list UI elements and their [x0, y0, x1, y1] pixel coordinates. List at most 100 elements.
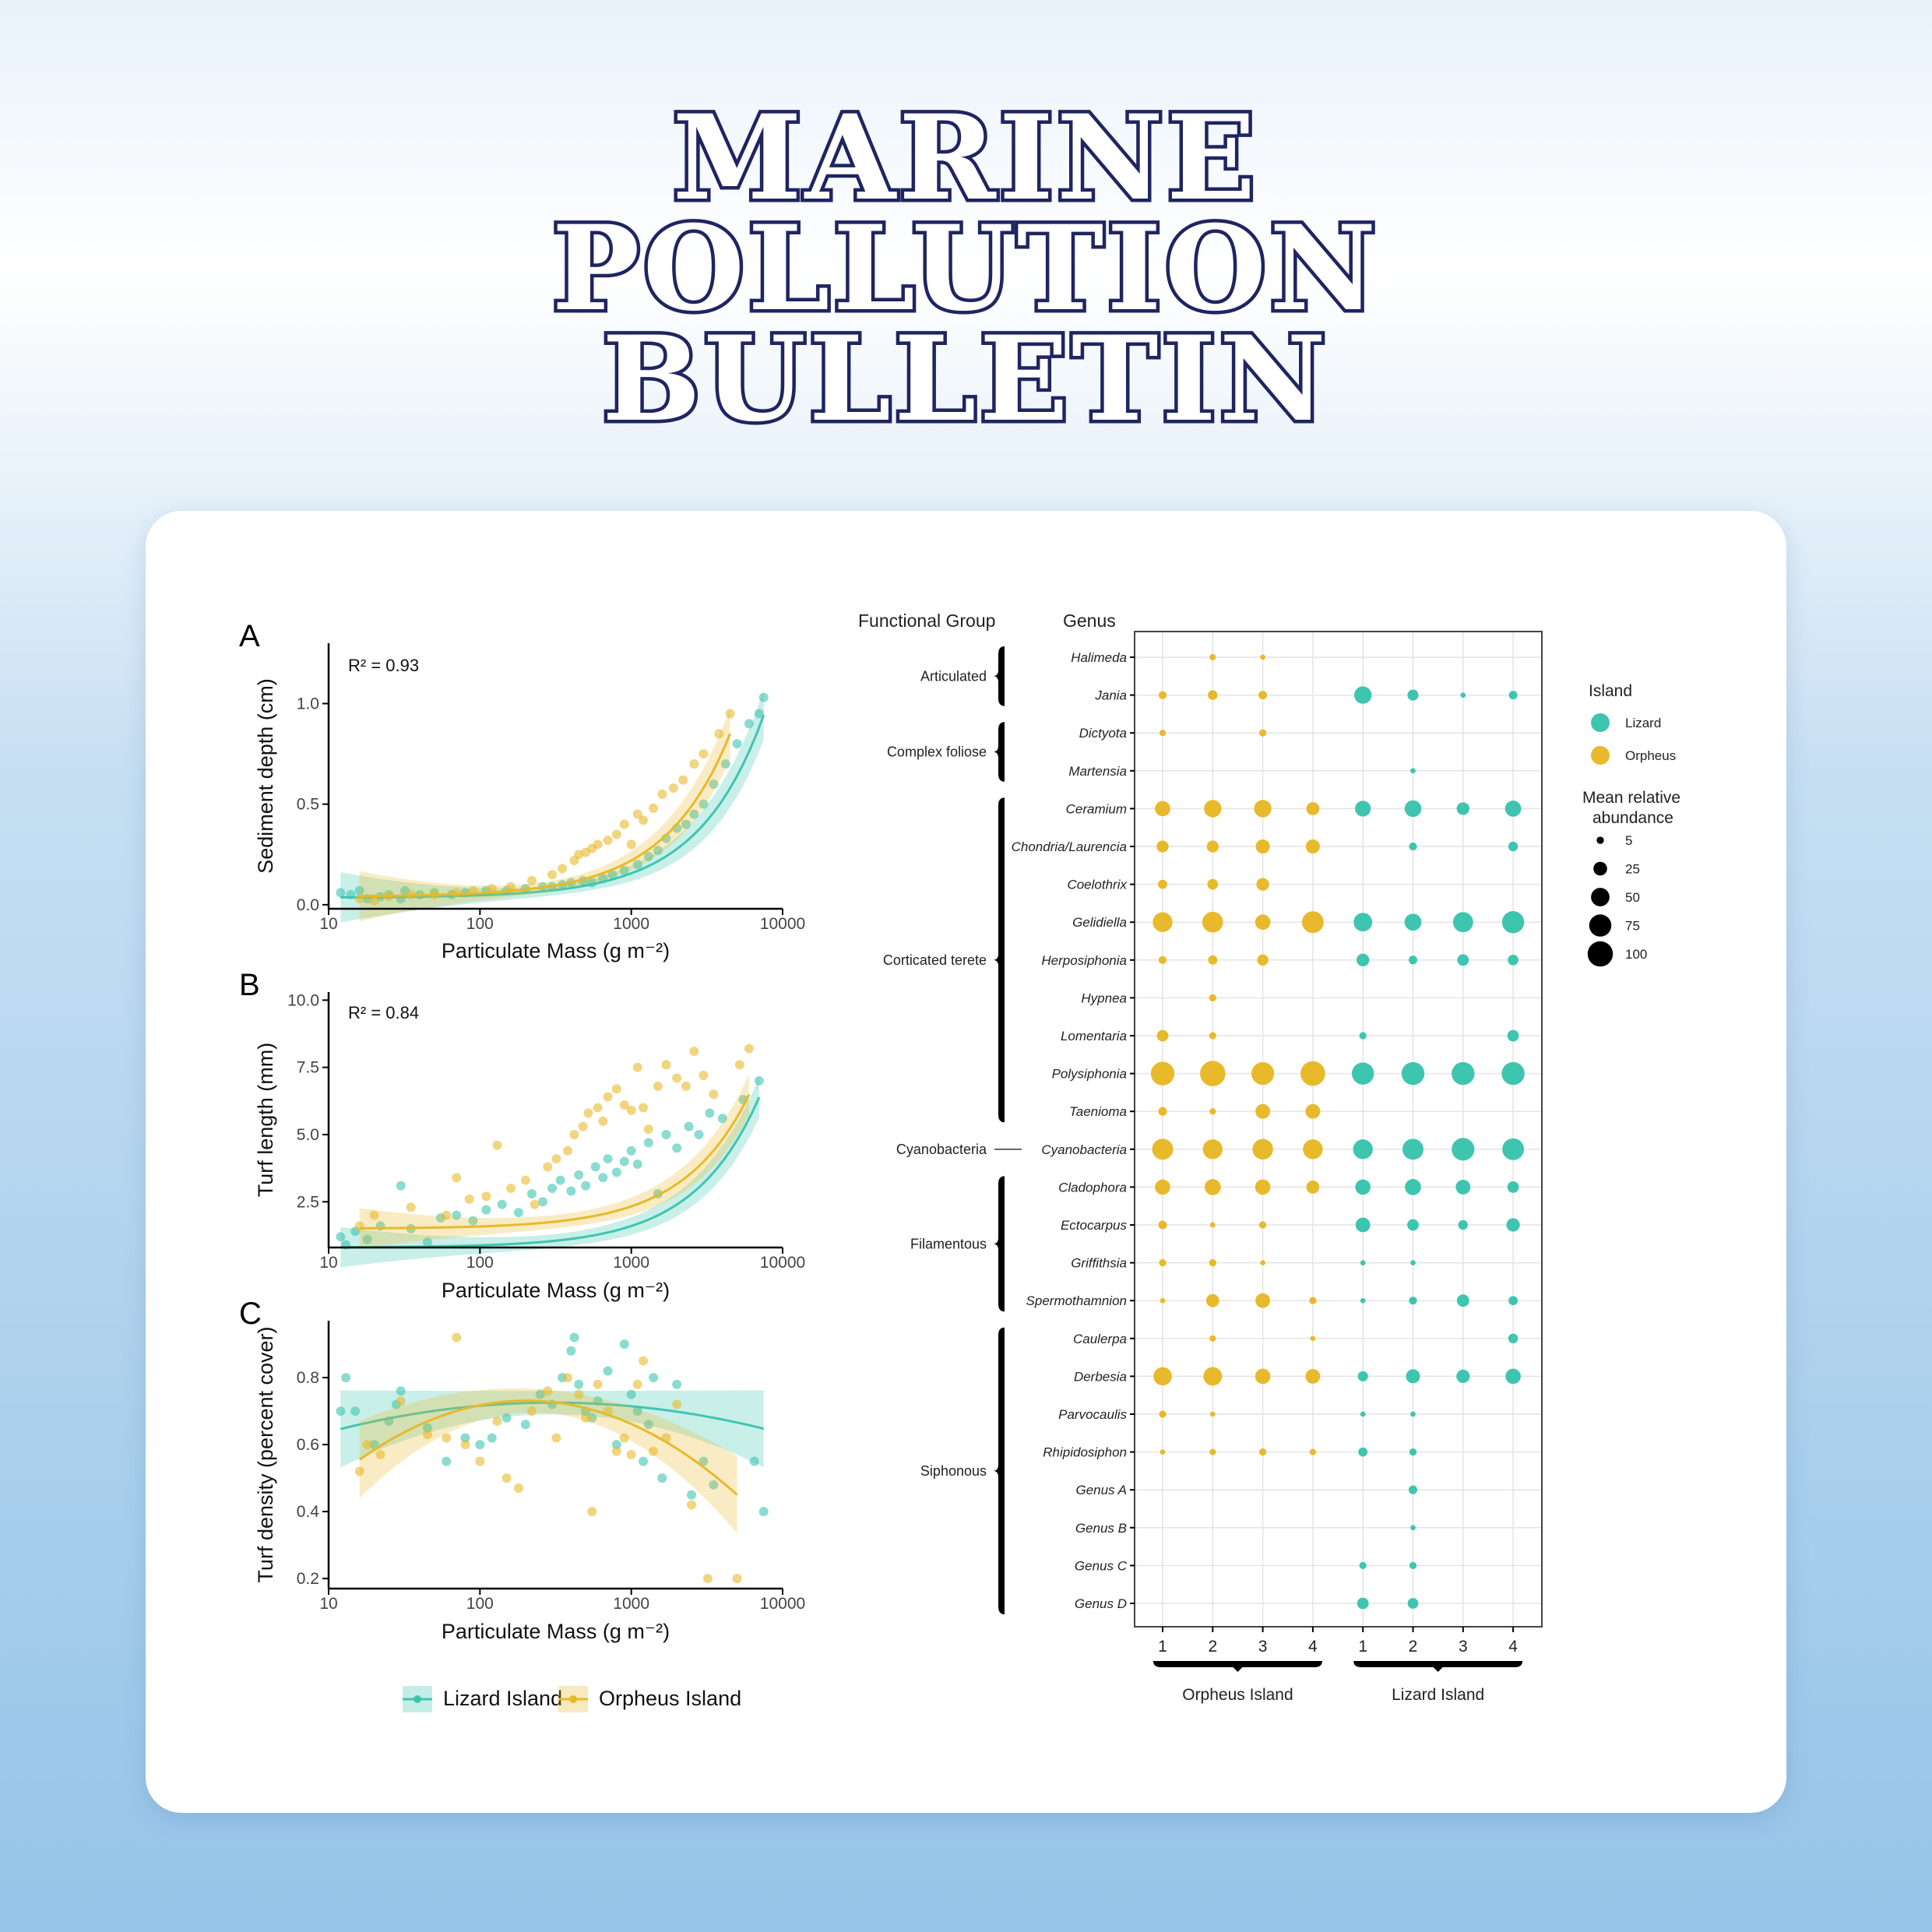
bubble-lizard — [1409, 842, 1417, 851]
data-point — [603, 836, 613, 846]
data-point — [354, 894, 364, 904]
data-point — [619, 819, 629, 829]
data-point — [714, 729, 724, 739]
legend-size-label: 75 — [1625, 919, 1640, 934]
data-point — [699, 1071, 709, 1081]
line-panels: A R² = 0.93 10 100 1000 10000 0.0 0.5 1.0 Particu… — [239, 619, 805, 1712]
genus-label: Coelothrix — [1067, 878, 1127, 892]
data-point — [581, 1413, 591, 1423]
site-label: 1 — [1158, 1638, 1167, 1656]
data-point — [649, 1446, 659, 1456]
bubble-lizard — [1409, 1297, 1417, 1305]
data-point — [672, 1379, 682, 1389]
bubble-orpheus — [1255, 1293, 1271, 1308]
bubble-lizard — [1452, 912, 1473, 933]
bubble-lizard — [1501, 910, 1525, 934]
data-point — [578, 1121, 588, 1131]
data-point — [643, 1420, 653, 1430]
data-point — [581, 1181, 591, 1191]
data-point — [661, 1433, 671, 1443]
bubble-orpheus — [1159, 1410, 1167, 1418]
island-bracket — [1353, 1661, 1523, 1672]
bubble-orpheus — [1204, 1179, 1221, 1195]
data-point — [732, 1574, 742, 1584]
confidence-band — [359, 1074, 749, 1249]
bubble-orpheus — [1252, 1138, 1273, 1160]
data-point — [754, 1075, 764, 1086]
genus-label: Taenioma — [1069, 1104, 1127, 1119]
header-genus: Genus — [1063, 611, 1116, 631]
legend-size-dot — [1587, 941, 1614, 967]
bubble-orpheus — [1301, 911, 1324, 934]
legend-size-label: 25 — [1625, 862, 1640, 877]
data-point — [396, 1181, 406, 1191]
bubble-orpheus — [1305, 1103, 1321, 1119]
data-point — [587, 878, 597, 888]
bubble-lizard — [1402, 1138, 1423, 1160]
data-point — [603, 1092, 613, 1102]
bubble-lizard — [1508, 1296, 1518, 1306]
genus-label: Caulerpa — [1073, 1332, 1127, 1346]
y-tick-label: 0.8 — [297, 1369, 319, 1387]
data-point — [396, 1386, 406, 1396]
data-point — [632, 809, 642, 819]
data-point — [535, 1389, 545, 1399]
genus-label: Derbesia — [1074, 1369, 1127, 1384]
bubble-orpheus — [1202, 1139, 1223, 1160]
bubble-lizard — [1358, 1447, 1368, 1457]
data-point — [442, 1456, 452, 1466]
data-point — [396, 1396, 406, 1406]
data-point — [354, 1466, 364, 1476]
data-point — [699, 749, 709, 759]
bubble-orpheus — [1200, 1061, 1226, 1086]
genus-label: Cladophora — [1058, 1180, 1127, 1195]
bubble-lizard — [1408, 955, 1418, 965]
y-tick-label: 5.0 — [297, 1126, 319, 1144]
data-point — [406, 889, 416, 899]
data-point — [717, 1114, 727, 1124]
bubble-lizard — [1410, 1260, 1416, 1265]
data-point — [530, 1199, 540, 1209]
data-point — [619, 1156, 629, 1167]
x-tick-label: 10 — [319, 915, 337, 933]
data-point — [661, 1129, 671, 1139]
bubble-orpheus — [1254, 800, 1272, 818]
data-point — [684, 1121, 694, 1131]
legend-island-label: Orpheus — [1625, 748, 1676, 763]
data-point — [481, 1205, 491, 1215]
bubble-lizard — [1404, 913, 1422, 931]
data-point — [422, 1237, 432, 1248]
r-squared-label: R² = 0.93 — [348, 656, 419, 675]
journal-title: MARINE POLLUTION BULLETIN — [0, 78, 1932, 452]
fit-line — [358, 1399, 738, 1496]
data-point — [569, 1332, 579, 1343]
data-point — [468, 1216, 478, 1226]
bubble-orpheus — [1258, 1448, 1267, 1456]
data-point — [639, 1456, 649, 1466]
bubble-orpheus — [1158, 1220, 1167, 1230]
x-axis-label: Particulate Mass (g m⁻²) — [442, 939, 670, 962]
data-point — [442, 1210, 452, 1220]
data-point — [429, 889, 439, 899]
data-point — [513, 1208, 523, 1218]
bubble-orpheus — [1251, 1062, 1275, 1086]
data-point — [607, 870, 618, 880]
data-point — [619, 1100, 629, 1110]
bubble-orpheus — [1205, 1293, 1219, 1307]
site-label: 1 — [1358, 1638, 1367, 1656]
data-point — [643, 1124, 653, 1135]
data-point — [566, 1346, 576, 1356]
bubble-orpheus — [1152, 1138, 1174, 1160]
data-point — [460, 1440, 470, 1450]
bubble-lizard — [1360, 1411, 1366, 1417]
data-point — [336, 888, 346, 898]
group-label: Articulated — [920, 668, 987, 684]
legend-size-dot — [1593, 861, 1607, 876]
data-point — [558, 864, 568, 874]
legend-size-label: 50 — [1625, 890, 1640, 905]
legend-size-dot — [1591, 888, 1610, 906]
data-point — [744, 1043, 754, 1054]
legend-label: Orpheus Island — [599, 1687, 741, 1710]
site-label: 4 — [1508, 1638, 1518, 1656]
data-point — [598, 1173, 608, 1183]
